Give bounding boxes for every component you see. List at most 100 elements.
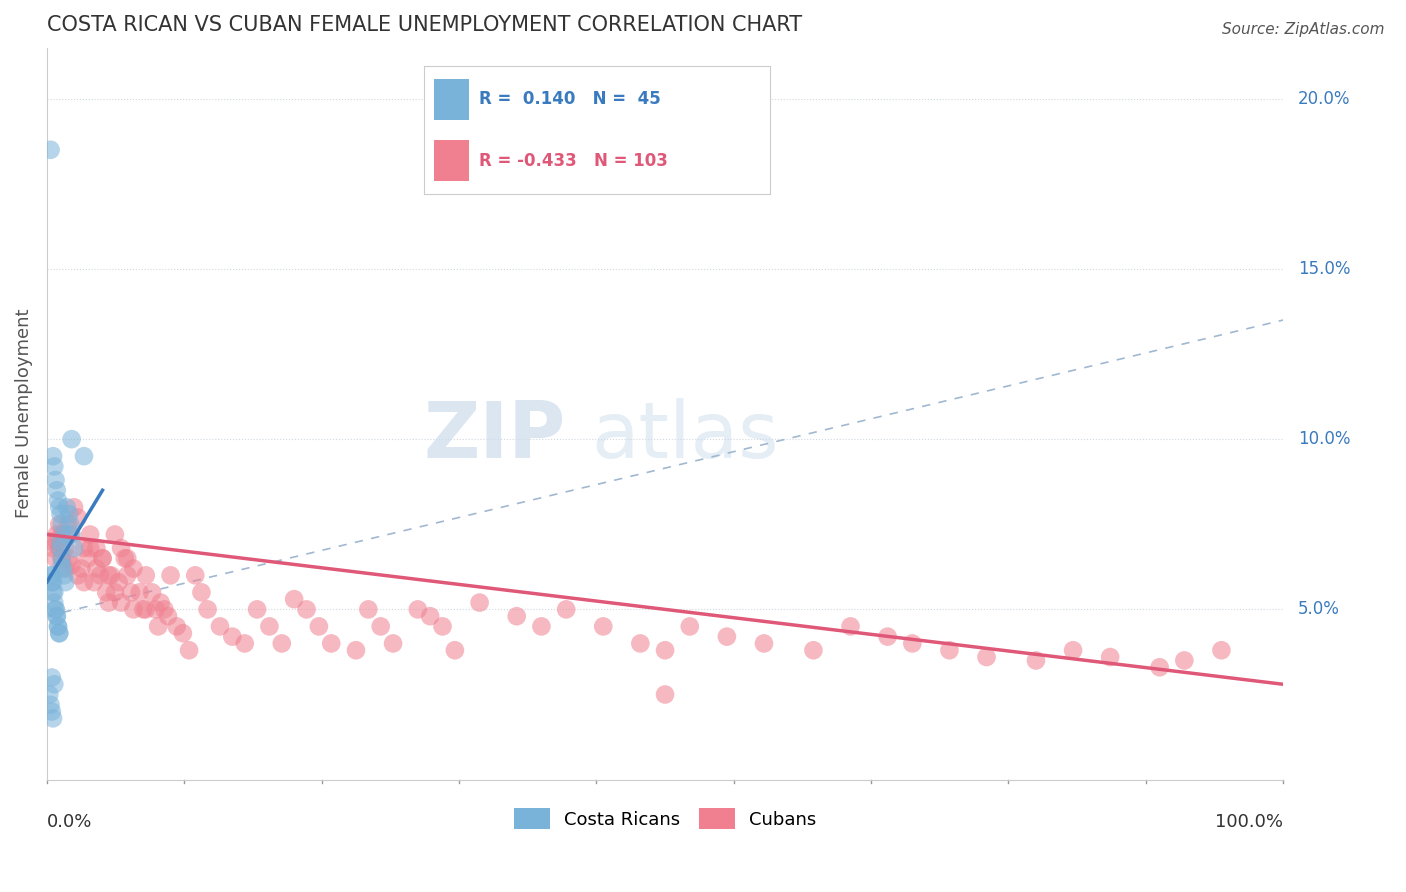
Point: [42, 585, 65, 599]
Point: [592, 619, 614, 633]
Point: [197, 602, 219, 616]
Point: [432, 619, 454, 633]
Point: [308, 619, 330, 633]
Text: atlas: atlas: [591, 398, 779, 474]
Point: [96, 585, 118, 599]
Text: Source: ZipAtlas.com: Source: ZipAtlas.com: [1222, 22, 1385, 37]
Point: [48, 626, 70, 640]
Point: [117, 568, 139, 582]
Point: [135, 602, 157, 616]
Point: [628, 636, 651, 650]
Point: [114, 551, 136, 566]
Point: [91, 551, 114, 566]
Point: [59, 527, 82, 541]
Point: [259, 619, 281, 633]
Point: [135, 568, 157, 582]
Point: [45, 551, 67, 566]
Y-axis label: Female Unemployment: Female Unemployment: [15, 309, 32, 518]
Point: [59, 517, 82, 532]
Point: [976, 650, 998, 665]
Point: [141, 585, 163, 599]
Text: ZIP: ZIP: [423, 398, 567, 474]
Point: [51, 527, 73, 541]
Point: [41, 575, 63, 590]
Point: [803, 643, 825, 657]
Point: [49, 534, 72, 549]
Point: [45, 602, 67, 616]
Point: [107, 575, 129, 590]
Point: [48, 626, 70, 640]
Point: [46, 493, 69, 508]
Point: [46, 619, 69, 633]
Point: [51, 517, 73, 532]
Point: [66, 510, 89, 524]
Point: [246, 602, 269, 616]
Point: [42, 575, 65, 590]
Point: [344, 643, 367, 657]
Point: [53, 568, 76, 582]
Point: [60, 432, 83, 446]
Point: [48, 517, 70, 532]
Point: [45, 473, 67, 487]
Point: [83, 575, 105, 590]
Point: [46, 619, 69, 633]
Point: [45, 609, 67, 624]
Point: [122, 602, 145, 616]
Point: [48, 541, 70, 555]
Point: [60, 527, 83, 541]
Point: [233, 636, 256, 650]
Point: [44, 585, 66, 599]
Text: 0.0%: 0.0%: [46, 813, 93, 830]
Point: [382, 636, 405, 650]
Point: [42, 711, 65, 725]
Point: [104, 585, 127, 599]
Point: [357, 602, 380, 616]
Point: [45, 483, 67, 498]
Point: [145, 602, 167, 616]
Point: [49, 507, 72, 521]
Point: [876, 630, 898, 644]
Point: [48, 500, 70, 515]
Point: [839, 619, 862, 633]
Point: [406, 602, 429, 616]
Point: [157, 609, 180, 624]
Point: [39, 698, 62, 712]
Point: [654, 688, 676, 702]
Point: [55, 561, 77, 575]
Text: 5.0%: 5.0%: [1298, 600, 1340, 618]
Point: [79, 541, 101, 555]
Point: [55, 575, 77, 590]
Point: [166, 619, 188, 633]
Point: [73, 541, 96, 555]
Point: [370, 619, 392, 633]
Point: [468, 596, 491, 610]
Point: [39, 143, 62, 157]
Point: [51, 558, 73, 573]
Point: [39, 568, 62, 582]
Point: [172, 626, 194, 640]
Point: [58, 507, 80, 521]
Point: [41, 671, 63, 685]
Point: [45, 527, 67, 541]
Point: [120, 585, 142, 599]
Point: [1099, 650, 1122, 665]
Point: [184, 568, 207, 582]
Legend: Costa Ricans, Cubans: Costa Ricans, Cubans: [506, 801, 824, 837]
Point: [63, 500, 86, 515]
Point: [52, 561, 75, 575]
Point: [97, 568, 120, 582]
Point: [55, 541, 77, 555]
Point: [91, 551, 114, 566]
Point: [79, 527, 101, 541]
Point: [270, 636, 292, 650]
Point: [938, 643, 960, 657]
Point: [55, 500, 77, 515]
Point: [208, 619, 231, 633]
Point: [97, 596, 120, 610]
Point: [283, 592, 305, 607]
Point: [45, 534, 67, 549]
Point: [42, 541, 65, 555]
Point: [128, 585, 150, 599]
Point: [132, 602, 155, 616]
Point: [86, 561, 108, 575]
